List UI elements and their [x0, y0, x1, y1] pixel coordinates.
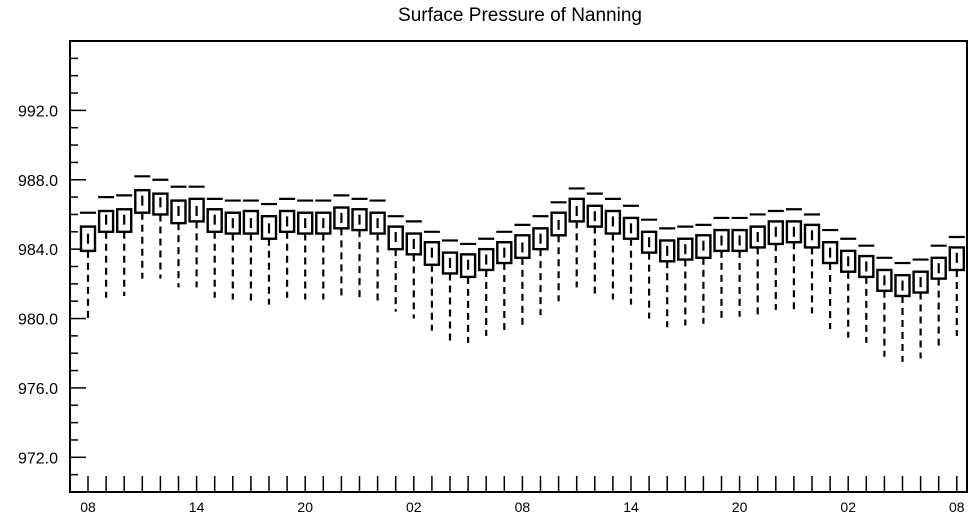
- box: [731, 216, 748, 317]
- box: [315, 199, 332, 300]
- box: [97, 196, 115, 298]
- box: [568, 187, 585, 288]
- box: [496, 230, 513, 331]
- y-tick-label: 980.0: [18, 312, 58, 329]
- box: [423, 230, 441, 331]
- x-tick-label: 02: [406, 499, 422, 515]
- box: [532, 215, 549, 316]
- x-tick-label: 20: [732, 499, 748, 515]
- box: [677, 225, 694, 326]
- box: [369, 199, 386, 302]
- box: [278, 197, 296, 298]
- box: [713, 216, 730, 319]
- x-axis: 08 14 20 02 08 14 20 02 08: [80, 476, 965, 515]
- box: [188, 185, 205, 288]
- box: [821, 228, 839, 329]
- box: [79, 211, 97, 319]
- box: [659, 227, 676, 328]
- box-series: [79, 175, 965, 362]
- x-tick-label: 14: [189, 499, 205, 515]
- box: [767, 209, 784, 310]
- x-tick-label: 08: [515, 499, 531, 515]
- box: [351, 197, 368, 298]
- box: [134, 175, 151, 279]
- box: [622, 204, 640, 305]
- x-tick-label: 08: [949, 499, 965, 515]
- box: [459, 242, 477, 343]
- plot-frame: [69, 40, 968, 493]
- box: [840, 237, 857, 338]
- box: [894, 261, 911, 362]
- box: [405, 220, 422, 319]
- box: [803, 213, 821, 314]
- y-tick-label: 976.0: [18, 381, 58, 398]
- box: [948, 235, 965, 336]
- box: [387, 215, 404, 312]
- x-tick-label: 14: [623, 499, 639, 515]
- box: [170, 185, 187, 288]
- box: [152, 178, 169, 279]
- y-tick-label: 984.0: [18, 242, 58, 259]
- box: [224, 199, 242, 300]
- x-tick-label: 20: [297, 499, 313, 515]
- chart-title: Surface Pressure of Nanning: [398, 5, 642, 26]
- y-axis: 972.0 976.0 980.0 984.0 988.0 992.0: [18, 40, 86, 493]
- y-tick-label: 992.0: [18, 103, 58, 120]
- box: [260, 202, 278, 305]
- box: [749, 213, 766, 316]
- box: [858, 244, 875, 343]
- box: [206, 197, 223, 298]
- y-tick-label: 972.0: [18, 450, 58, 467]
- box: [441, 239, 459, 342]
- box: [785, 208, 803, 310]
- box: [242, 199, 260, 302]
- box: [912, 258, 929, 359]
- x-tick-label: 08: [80, 499, 96, 515]
- box: [586, 192, 603, 295]
- box: [640, 218, 658, 319]
- box: [695, 223, 712, 324]
- box: [333, 194, 350, 296]
- box: [550, 201, 567, 302]
- y-tick-label: 988.0: [18, 173, 58, 190]
- box: [930, 244, 947, 347]
- box: [115, 194, 133, 296]
- box: [478, 237, 495, 336]
- box: [514, 223, 531, 326]
- box: [604, 197, 622, 300]
- x-tick-label: 02: [840, 499, 856, 515]
- box: [876, 256, 893, 357]
- box: [297, 199, 314, 300]
